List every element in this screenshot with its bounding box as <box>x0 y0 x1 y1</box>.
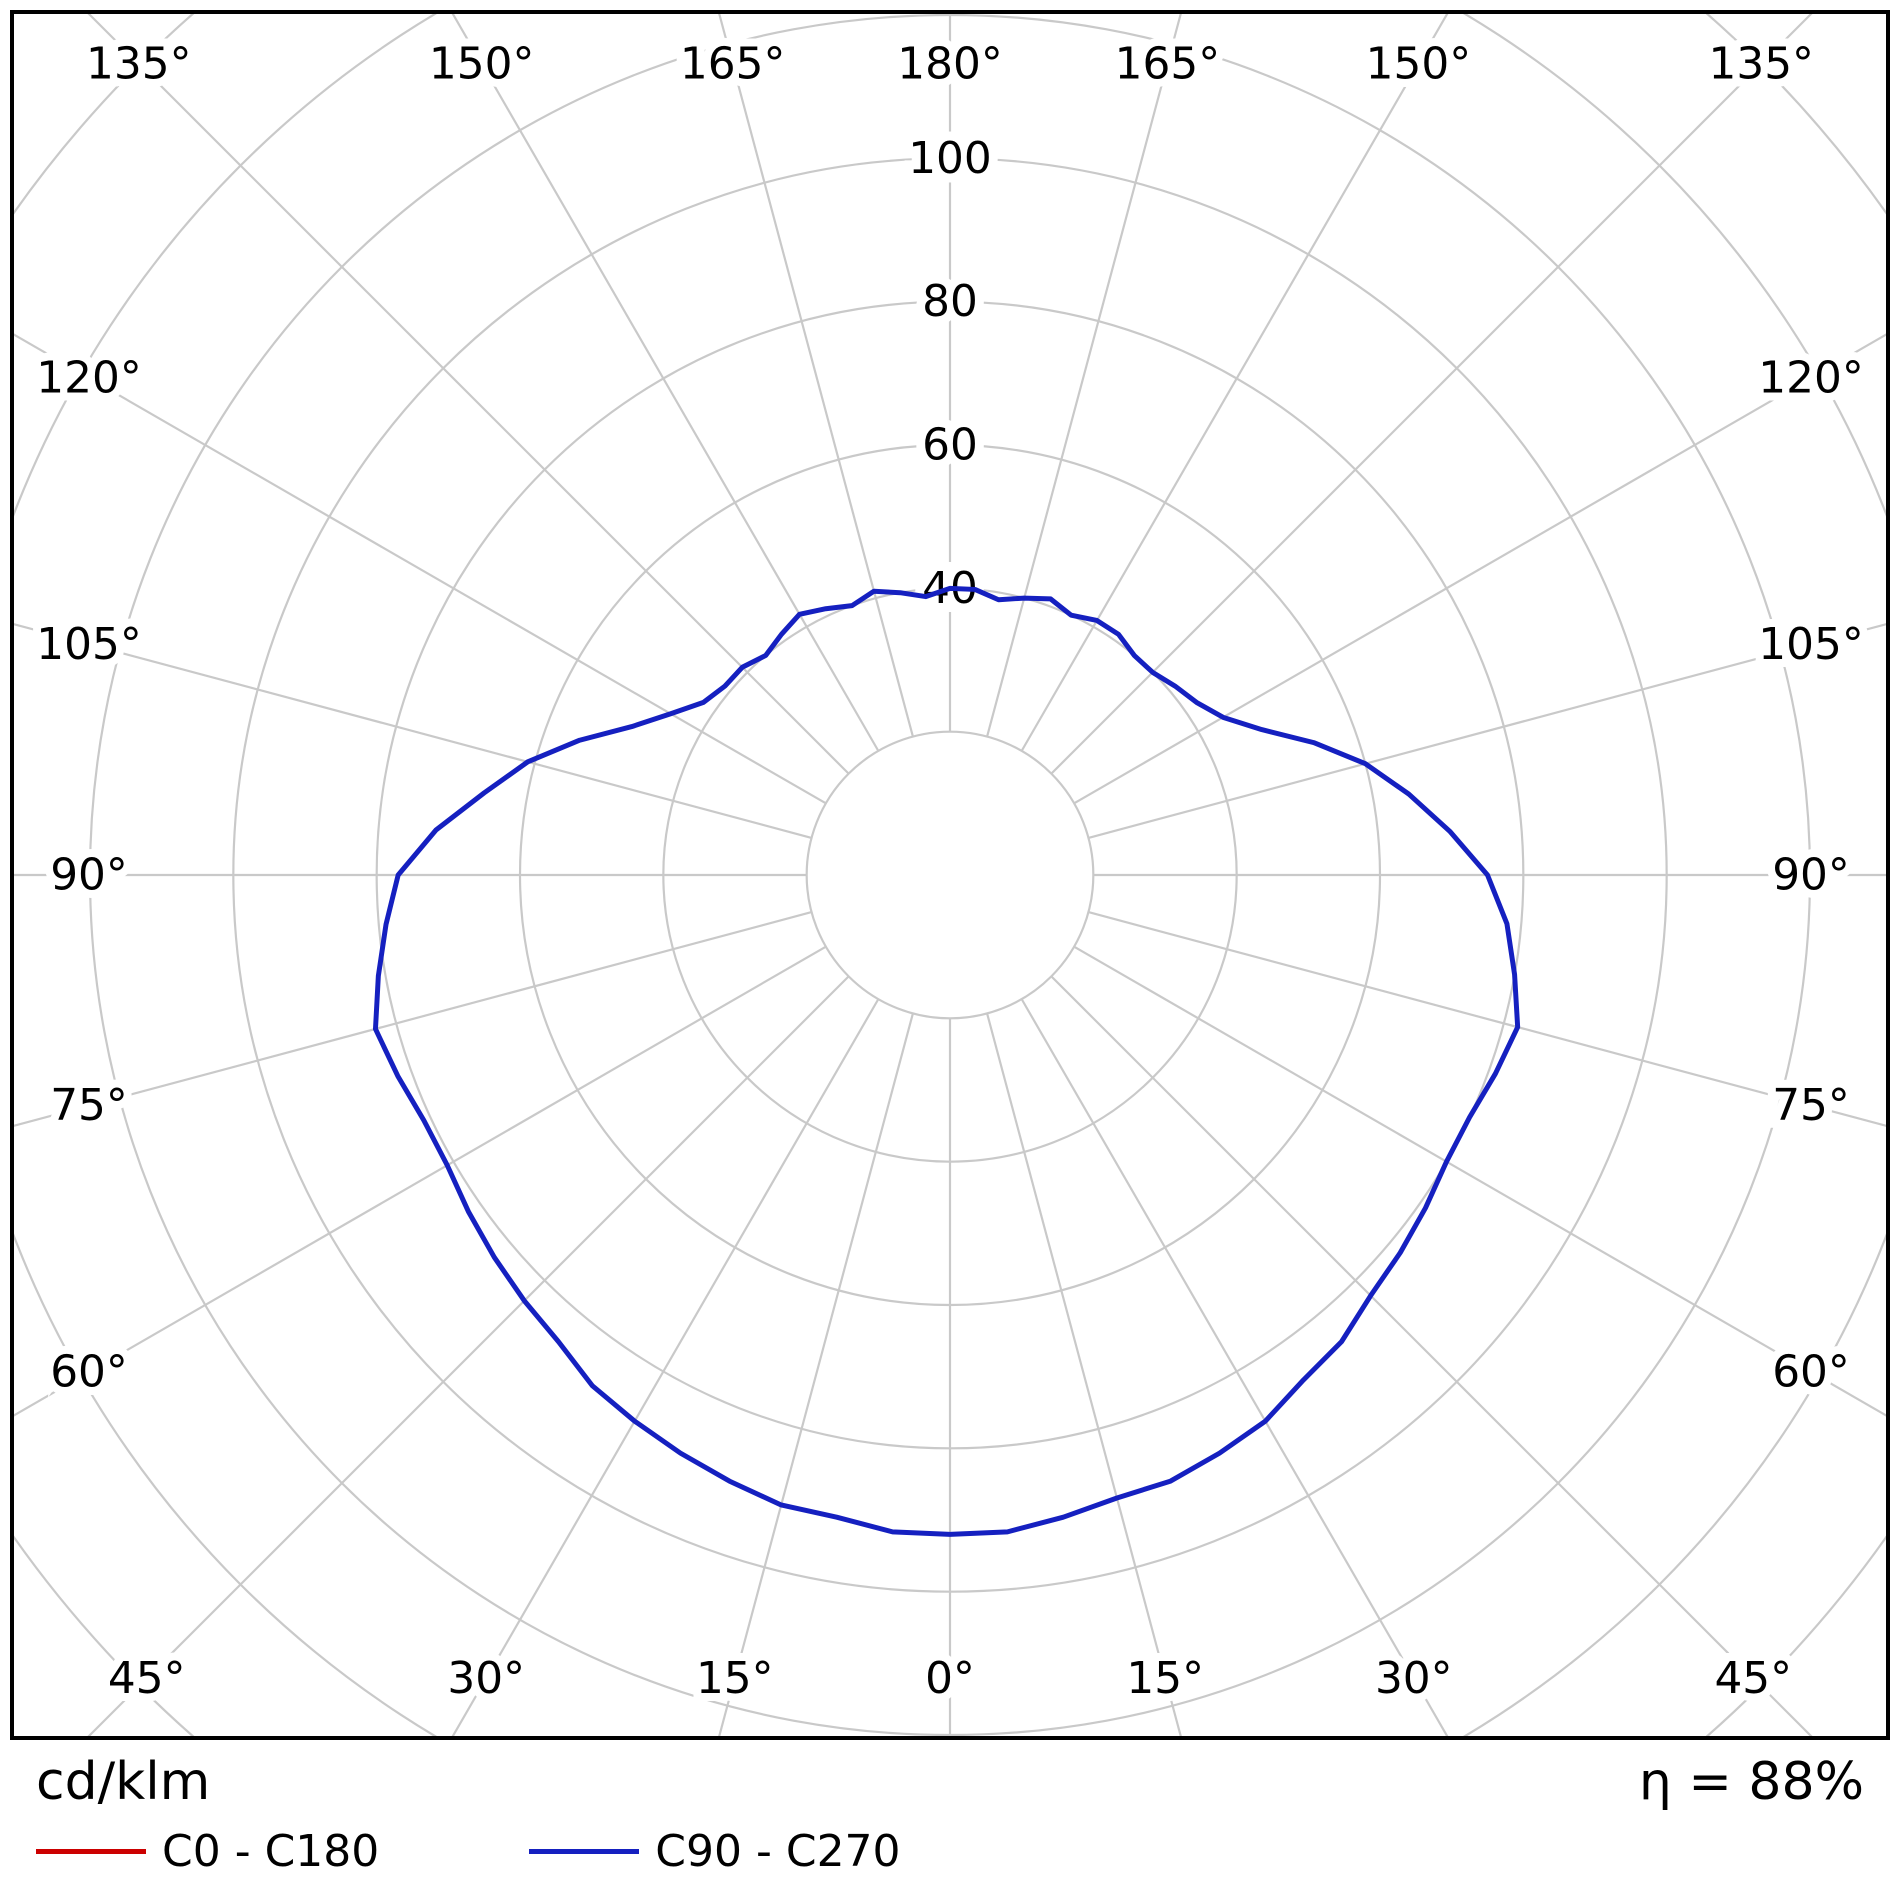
angle-label: 120° <box>36 352 141 403</box>
angle-label: 90° <box>50 850 128 901</box>
legend-item-c90-c270: C90 - C270 <box>529 1826 901 1877</box>
angle-label: 120° <box>1758 352 1863 403</box>
efficiency-label: η = 88% <box>1638 1752 1864 1812</box>
angle-label: 180° <box>897 38 1002 89</box>
angle-label: 45° <box>108 1653 186 1704</box>
curve-c0-c180 <box>373 586 1520 1537</box>
angle-label: 0° <box>925 1653 975 1704</box>
angle-label: 15° <box>1126 1653 1204 1704</box>
radius-tick-label: 80 <box>922 276 978 327</box>
angle-label: 135° <box>1708 38 1813 89</box>
angle-label: 105° <box>1758 619 1863 670</box>
angle-label: 75° <box>1772 1080 1850 1131</box>
angle-label: 75° <box>50 1080 128 1131</box>
angle-label: 165° <box>1115 38 1220 89</box>
legend-swatch-c0-c180 <box>36 1849 146 1854</box>
angle-label: 90° <box>1772 850 1850 901</box>
legend: C0 - C180 C90 - C270 <box>0 1812 1900 1877</box>
angle-label: 30° <box>447 1653 525 1704</box>
legend-label-c90-c270: C90 - C270 <box>655 1826 901 1877</box>
angle-label: 105° <box>36 619 141 670</box>
angle-labels: 0° 15° 15° 30° 30° 45° 45° 60° 60° 75° 75° 90° 90° 10… <box>28 30 1871 1711</box>
angle-label: 60° <box>1772 1347 1850 1398</box>
legend-item-c0-c180: C0 - C180 <box>36 1826 379 1877</box>
polar-chart-frame: 40 60 80 100 0° 15° 15° 30° 30° 45° 45° 60° 60° 75° 75… <box>10 10 1890 1740</box>
angle-label: 30° <box>1375 1653 1453 1704</box>
angle-label: 150° <box>429 38 534 89</box>
legend-swatch-c90-c270 <box>529 1849 640 1854</box>
angle-label: 15° <box>696 1653 774 1704</box>
angle-label: 150° <box>1366 38 1471 89</box>
polar-grid <box>14 14 1886 1736</box>
angle-label: 60° <box>50 1347 128 1398</box>
angle-label: 45° <box>1714 1653 1792 1704</box>
curve-c90-c270 <box>372 585 1521 1537</box>
angle-label: 165° <box>680 38 785 89</box>
radius-tick-label: 60 <box>922 419 978 470</box>
radius-tick-label: 100 <box>908 133 992 184</box>
chart-footer: cd/klm η = 88% C0 - C180 C90 - C270 <box>0 1752 1900 1877</box>
units-label: cd/klm <box>36 1752 211 1812</box>
angle-label: 135° <box>86 38 191 89</box>
legend-label-c0-c180: C0 - C180 <box>162 1826 380 1877</box>
